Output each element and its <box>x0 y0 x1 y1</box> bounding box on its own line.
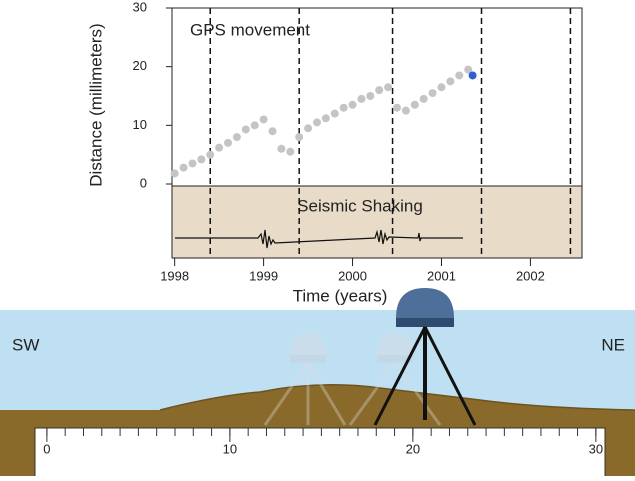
data-point <box>321 114 330 123</box>
y-tick-label: 20 <box>133 58 147 73</box>
x-axis-label: Time (years) <box>293 286 388 305</box>
ruler <box>34 427 606 481</box>
data-point <box>348 100 357 109</box>
y-tick-label: 0 <box>140 175 147 190</box>
x-tick-label: 2000 <box>338 268 367 283</box>
data-point <box>224 138 233 147</box>
x-tick-label: 1998 <box>160 268 189 283</box>
ruler-label: 10 <box>223 441 237 456</box>
data-point <box>375 86 384 95</box>
data-point <box>170 169 179 178</box>
plot-area <box>171 7 583 187</box>
data-point <box>393 103 402 112</box>
data-point <box>339 103 348 112</box>
ruler-label: 20 <box>406 441 420 456</box>
direction-label: SW <box>12 335 39 354</box>
data-point <box>464 65 473 74</box>
x-tick-label: 2002 <box>516 268 545 283</box>
data-point <box>179 163 188 172</box>
data-point <box>188 159 197 168</box>
data-point <box>215 143 224 152</box>
data-point <box>455 71 464 80</box>
direction-label: NE <box>601 335 625 354</box>
data-point <box>357 94 366 103</box>
hill-edge <box>159 384 635 411</box>
data-point <box>428 89 437 98</box>
gps-station <box>373 288 477 426</box>
y-axis-label: Distance (millimeters) <box>86 23 105 186</box>
data-point <box>259 115 268 124</box>
data-point <box>446 77 455 86</box>
ruler-label: 30 <box>589 441 603 456</box>
data-point <box>304 124 313 133</box>
panel-title: Seismic Shaking <box>297 196 423 215</box>
x-tick-label: 1999 <box>249 268 278 283</box>
x-tick-label: 2001 <box>427 268 456 283</box>
data-point <box>401 106 410 115</box>
data-point <box>206 150 215 159</box>
data-point <box>366 92 375 100</box>
data-point <box>268 127 277 136</box>
data-point <box>384 83 393 92</box>
data-point <box>330 109 339 118</box>
seismic-panel <box>171 185 583 259</box>
data-point <box>312 118 321 127</box>
seismogram <box>175 229 463 249</box>
data-point <box>277 144 286 153</box>
data-point <box>241 125 250 134</box>
data-point <box>410 100 419 109</box>
data-point <box>286 147 295 156</box>
data-point <box>197 155 206 164</box>
data-point <box>419 94 428 103</box>
data-point <box>468 71 477 80</box>
ruler-label: 0 <box>43 441 50 456</box>
data-point <box>437 83 446 92</box>
chart-title: GPS movement <box>190 20 310 39</box>
data-point <box>250 121 259 130</box>
data-point <box>295 133 304 142</box>
y-tick-label: 10 <box>133 117 147 132</box>
data-point <box>232 133 241 142</box>
y-tick-label: 30 <box>133 0 147 14</box>
